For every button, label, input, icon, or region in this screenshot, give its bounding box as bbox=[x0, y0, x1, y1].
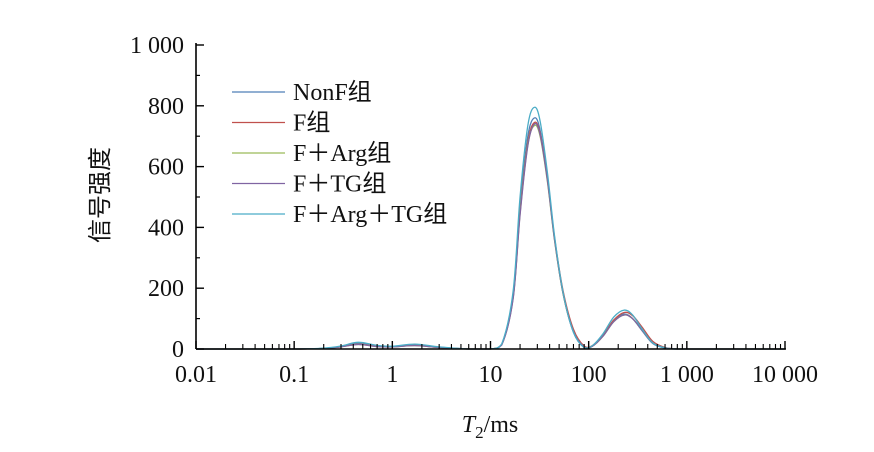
x-axis-title-sub: 2 bbox=[475, 423, 484, 442]
x-tick-label: 10 000 bbox=[752, 362, 818, 388]
x-tick-label: 1 000 bbox=[660, 362, 714, 388]
series-line-5 bbox=[196, 106, 785, 350]
legend: NonF组 F组 F＋Arg组 F＋TG组 F＋Arg＋TG组 bbox=[232, 79, 447, 228]
legend-label-5: F＋Arg＋TG组 bbox=[293, 201, 447, 228]
x-axis-title-main: T bbox=[462, 412, 477, 438]
x-axis-title: T2/ms bbox=[462, 412, 519, 442]
y-tick-label: 0 bbox=[172, 337, 184, 363]
legend-label-3: F＋Arg组 bbox=[293, 140, 391, 167]
x-tick-label: 100 bbox=[571, 362, 607, 388]
x-tick-label: 0.01 bbox=[175, 362, 217, 388]
legend-label-4: F＋TG组 bbox=[293, 171, 386, 198]
x-tick-label: 1 bbox=[386, 362, 398, 388]
series-line-4 bbox=[196, 122, 785, 350]
y-tick-label: 800 bbox=[148, 94, 184, 120]
ticks: 0 200 400 600 800 1 000 0.01 0.1 1 10 100 1 000 10 0… bbox=[130, 33, 818, 388]
legend-label-1: NonF组 bbox=[293, 79, 372, 106]
series-line-2 bbox=[196, 121, 785, 350]
y-tick-label: 400 bbox=[148, 215, 184, 241]
x-tick-label: 0.1 bbox=[279, 362, 309, 388]
y-tick-label: 600 bbox=[148, 155, 184, 181]
plot-lines bbox=[196, 106, 785, 350]
series-line-3 bbox=[196, 124, 785, 350]
y-axis-title: 信号强度 bbox=[87, 147, 114, 243]
axes bbox=[195, 43, 786, 350]
y-tick-label: 1 000 bbox=[130, 33, 184, 59]
x-tick-label: 10 bbox=[479, 362, 503, 388]
x-axis-title-unit: /ms bbox=[484, 412, 519, 438]
legend-label-2: F组 bbox=[293, 110, 330, 137]
y-tick-label: 200 bbox=[148, 276, 184, 302]
